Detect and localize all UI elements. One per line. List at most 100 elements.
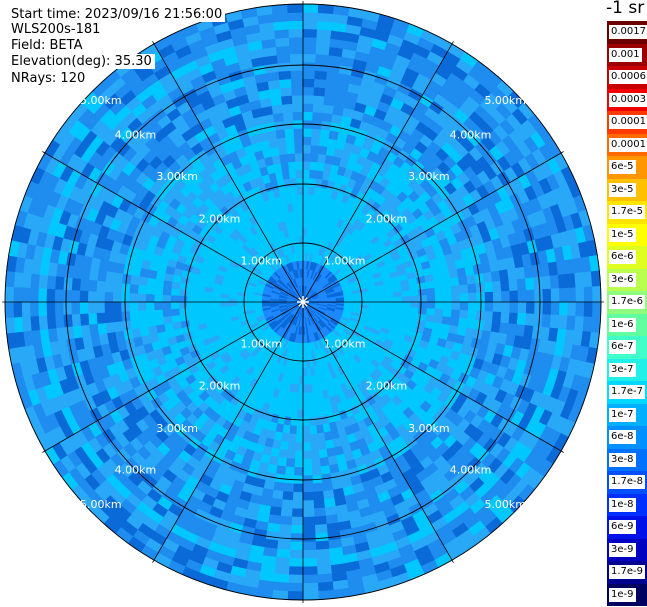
range-bin (459, 284, 469, 295)
range-bin (313, 95, 325, 105)
range-bin (302, 433, 311, 444)
range-bin (161, 294, 172, 303)
range-bin (302, 45, 317, 55)
range-bin (316, 573, 333, 584)
range-bin (434, 308, 444, 318)
range-bin (290, 524, 304, 535)
range-bin (54, 314, 65, 329)
colorbar-swatch: 0.001 (607, 43, 647, 66)
range-bin (410, 301, 420, 309)
colorbar-swatch: 1.7e-9 (607, 561, 647, 584)
range-bin (54, 288, 64, 303)
range-bin (443, 293, 453, 303)
range-bin (295, 160, 304, 171)
range-bin (322, 104, 335, 115)
range-bin (575, 301, 585, 318)
range-bin (79, 278, 90, 292)
range-bin (557, 315, 568, 331)
range-bin (284, 128, 295, 138)
range-bin (450, 309, 461, 319)
colorbar-tick-label: 0.0017 (609, 25, 647, 39)
range-bin (314, 61, 329, 72)
range-bin (105, 321, 116, 334)
range-bin (287, 591, 304, 601)
colorbar-swatch: 6e-9 (607, 516, 647, 539)
range-bin (408, 283, 419, 292)
range-bin (281, 499, 293, 509)
range-bin (302, 458, 312, 468)
range-bin (302, 3, 319, 13)
range-bin (302, 483, 314, 493)
range-bin (296, 177, 304, 187)
range-bin (170, 308, 180, 317)
range-bin (290, 516, 304, 526)
range-bin (178, 301, 188, 309)
range-bin (145, 293, 155, 303)
range-bin (289, 541, 304, 551)
range-bin (145, 309, 156, 319)
range-bin (311, 128, 322, 138)
colorbar-tick-label: 3e-7 (609, 362, 636, 377)
range-bin (162, 308, 172, 318)
range-bin (287, 582, 304, 593)
range-bin (178, 295, 188, 303)
range-bin (145, 285, 156, 295)
range-bin (426, 287, 436, 296)
range-bin (292, 103, 304, 113)
colorbar-unit-title: -1 sr (606, 0, 645, 18)
range-bin (112, 281, 123, 293)
range-bin (316, 20, 333, 31)
range-bin (500, 280, 510, 292)
range-bin (54, 275, 65, 290)
colorbar-tick-label: 6e-8 (609, 430, 636, 444)
range-bin (293, 210, 299, 221)
range-bin (384, 292, 395, 298)
range-bin (272, 581, 289, 592)
range-bin (542, 301, 552, 316)
range-bin (492, 280, 502, 293)
colorbar-tick-label: 1.7e-8 (609, 475, 646, 489)
range-bin (153, 301, 163, 311)
range-bin (195, 296, 205, 303)
range-bin (287, 433, 297, 443)
range-bin (161, 301, 172, 310)
range-bin (276, 540, 291, 551)
colorbar-tick-label: 3e-9 (609, 542, 636, 557)
range-bin (418, 301, 428, 309)
range-bin (129, 274, 140, 286)
range-bin (315, 540, 330, 551)
range-bin (467, 283, 477, 294)
range-bin (295, 425, 304, 435)
range-bin (104, 311, 114, 324)
range-bin (466, 274, 477, 286)
range-bin (220, 305, 230, 311)
range-bin (170, 301, 180, 310)
range-bin (409, 289, 420, 297)
range-bin (297, 384, 304, 394)
range-bin (289, 45, 304, 55)
colorbar-swatch: 1.7e-5 (607, 201, 647, 224)
range-ring-label: 4.00km (450, 128, 492, 141)
range-bin (295, 433, 304, 444)
start-time-label: Start time: 2023/09/16 21:56:00 (11, 7, 226, 22)
range-bin (302, 467, 313, 477)
range-bin (284, 186, 293, 197)
range-bin (13, 316, 24, 333)
range-bin (179, 313, 189, 322)
range-bin (501, 290, 511, 303)
range-bin (443, 301, 453, 311)
range-bin (203, 301, 213, 308)
range-bin (95, 301, 105, 314)
range-bin (186, 307, 197, 315)
range-bin (468, 292, 478, 303)
colorbar-swatch: 1e-8 (607, 493, 647, 516)
colorbar-tick-label: 1.7e-5 (609, 205, 646, 219)
range-bin (87, 279, 98, 292)
range-bin (71, 313, 82, 327)
range-bin (393, 301, 403, 308)
range-bin (274, 37, 290, 48)
range-bin (302, 78, 316, 88)
range-bin (457, 275, 468, 286)
colorbar-tick-label: 6e-6 (609, 250, 636, 264)
